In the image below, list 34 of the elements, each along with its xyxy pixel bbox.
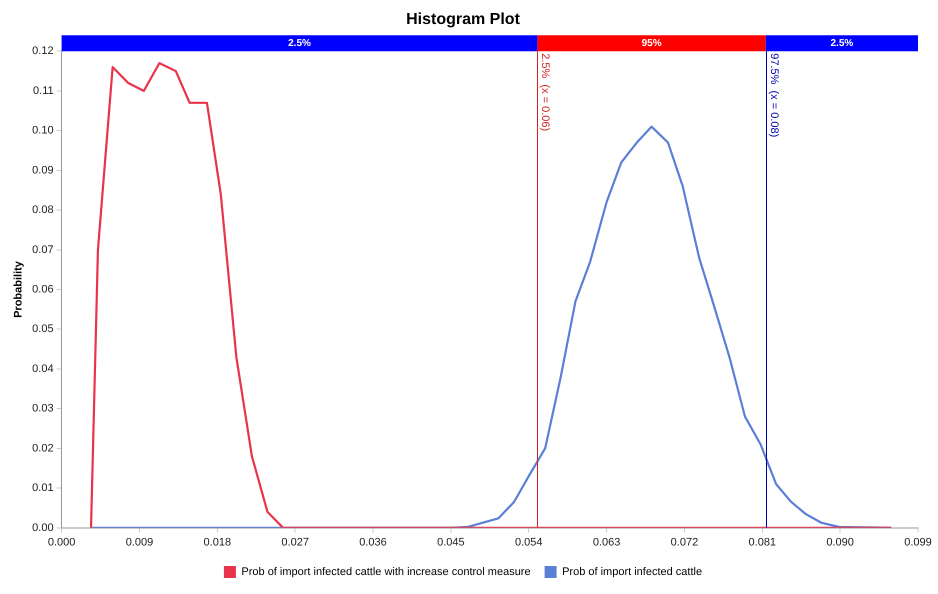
y-axis-title: Probability xyxy=(12,260,25,318)
y-tick-label: 0.07 xyxy=(32,244,54,256)
y-tick-label: 0.04 xyxy=(32,362,54,375)
y-tick-label: 0.12 xyxy=(32,45,54,58)
y-tick-label: 0.10 xyxy=(32,124,54,137)
y-tick-label: 0.11 xyxy=(33,84,54,97)
y-tick-label: 0.03 xyxy=(32,402,54,415)
x-tick-label: 0.063 xyxy=(592,536,620,548)
x-tick-label: 0.027 xyxy=(281,536,309,548)
x-tick-label: 0.000 xyxy=(48,536,76,548)
ref-line-label: 2.5% (x = 0.06) xyxy=(538,53,551,132)
x-tick-label: 0.081 xyxy=(748,536,776,548)
legend-label: Prob of import infected cattle xyxy=(562,566,702,578)
y-tick-label: 0.01 xyxy=(32,482,54,494)
y-tick-label: 0.00 xyxy=(32,522,54,534)
x-tick-label: 0.045 xyxy=(437,536,465,548)
x-tick-label: 0.090 xyxy=(826,536,854,548)
y-tick-label: 0.09 xyxy=(32,164,54,176)
legend-label: Prob of import infected cattle with increase control measure xyxy=(241,566,531,578)
y-tick-label: 0.06 xyxy=(32,284,54,296)
text: 2.5% xyxy=(288,38,311,49)
x-tick-label: 0.018 xyxy=(204,536,232,548)
x-tick-label: 0.099 xyxy=(904,536,932,548)
y-tick-label: 0.05 xyxy=(32,323,54,336)
text: 95% xyxy=(642,38,662,49)
y-tick-label: 0.02 xyxy=(32,442,54,454)
x-tick-label: 0.036 xyxy=(359,536,387,548)
ref-line-label: 97.5% (x = 0.08) xyxy=(768,53,780,138)
x-tick-label: 0.072 xyxy=(670,536,698,548)
chart-title: Histogram Plot xyxy=(406,11,521,28)
x-tick-label: 0.009 xyxy=(126,536,154,548)
x-tick-label: 0.054 xyxy=(514,536,542,548)
y-tick-label: 0.08 xyxy=(32,204,54,216)
text: 2.5% xyxy=(830,38,854,49)
